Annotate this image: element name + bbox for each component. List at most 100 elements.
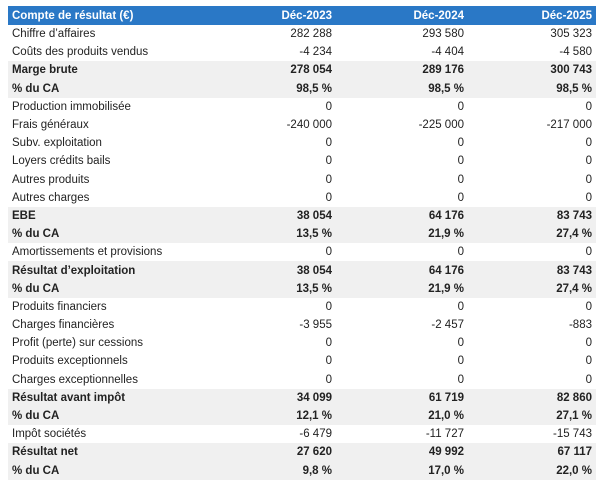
value-cell: 21,9 % [336,279,468,298]
value-cell: 0 [325,355,332,368]
table-row: Résultat avant impôt 34 099 61 719 82 860 [8,388,596,407]
header-cell: Déc-2024 [413,9,464,22]
row-label: Frais généraux [12,119,89,132]
row-label: Subv. exploitation [12,137,102,150]
value-cell: 0 [585,337,592,350]
table-row: Charges financières -3 955 -2 457 -883 [8,316,596,334]
value-cell: 83 743 [468,261,596,280]
row-label: Profit (perte) sur cessions [12,337,144,350]
table-row: Produits financiers 0 0 0 [8,298,596,316]
income-statement: Compte de résultat (€) Déc-2023 Déc-2024 Dé… [8,6,596,480]
table-row: EBE 38 054 64 176 83 743 [8,206,596,226]
value-cell: 0 [457,246,464,259]
value-cell: 12,1 % [208,406,336,426]
value-cell: 0 [457,337,464,350]
row-label: Marge brute [8,61,208,80]
value-cell: -883 [568,319,592,332]
value-cell: 27,1 % [468,406,596,426]
table-row: Subv. exploitation 0 0 0 [8,134,596,152]
value-cell: 0 [457,373,464,386]
row-label: % du CA [8,461,208,480]
value-cell: 27,4 % [468,225,596,244]
value-cell: 22,0 % [468,461,596,480]
table-row: % du CA 13,5 % 21,9 % 27,4 % [8,279,596,298]
row-label: Résultat net [8,443,208,462]
row-label: % du CA [8,79,208,98]
table-row: Frais généraux -240 000 -225 000 -217 000 [8,116,596,134]
value-cell: 0 [457,300,464,313]
value-cell: 9,8 % [208,461,336,480]
value-cell: 282 288 [290,28,332,41]
row-label: Résultat avant impôt [8,388,208,407]
value-cell: 0 [325,100,332,113]
row-label: Loyers crédits bails [12,155,111,168]
row-label: Produits financiers [12,300,107,313]
value-cell: 21,0 % [336,406,468,426]
value-cell: -4 580 [559,46,592,59]
row-label: Production immobilisée [12,100,131,113]
row-label: Charges exceptionnelles [12,373,138,386]
row-label: Résultat d’exploitation [8,261,208,280]
value-cell: -2 457 [431,319,464,332]
value-cell: 98,5 % [468,79,596,98]
value-cell: -217 000 [546,119,592,132]
value-cell: 13,5 % [208,279,336,298]
value-cell: -4 404 [431,46,464,59]
value-cell: 17,0 % [336,461,468,480]
table-row: Coûts des produits vendus -4 234 -4 404 -4 … [8,43,596,61]
table-row: Résultat d’exploitation 38 054 64 176 83 74… [8,261,596,280]
value-cell: 0 [325,191,332,204]
value-cell: 0 [585,373,592,386]
header-row: Compte de résultat (€) Déc-2023 Déc-2024 Dé… [8,6,596,25]
value-cell: 0 [325,337,332,350]
table-row: Charges exceptionnelles 0 0 0 [8,371,596,389]
table-row: Marge brute 278 054 289 176 300 743 [8,61,596,80]
value-cell: 64 176 [336,261,468,280]
value-cell: 0 [585,155,592,168]
value-cell: 49 992 [336,443,468,462]
value-cell: 278 054 [208,61,336,80]
value-cell: 0 [457,155,464,168]
row-label: Chiffre d’affaires [12,28,96,41]
table-row: Profit (perte) sur cessions 0 0 0 [8,334,596,352]
row-label: Autres produits [12,173,90,186]
value-cell: 83 743 [468,206,596,226]
value-cell: 27,4 % [468,279,596,298]
value-cell: 300 743 [468,61,596,80]
table-row: Autres charges 0 0 0 [8,189,596,207]
table-row: Production immobilisée 0 0 0 [8,98,596,116]
value-cell: 0 [325,300,332,313]
value-cell: 0 [585,137,592,150]
table-row: % du CA 9,8 % 17,0 % 22,0 % [8,461,596,480]
value-cell: 0 [585,173,592,186]
value-cell: 0 [457,191,464,204]
table-row: % du CA 12,1 % 21,0 % 27,1 % [8,406,596,426]
header-cell: Déc-2025 [541,9,592,22]
row-label: Amortissements et provisions [12,246,163,259]
table-row: Amortissements et provisions 0 0 0 [8,243,596,261]
value-cell: 305 323 [550,28,592,41]
value-cell: 0 [325,155,332,168]
value-cell: -6 479 [299,428,332,441]
value-cell: 21,9 % [336,225,468,244]
row-label: % du CA [8,225,208,244]
value-cell: -4 234 [299,46,332,59]
table-row: Loyers crédits bails 0 0 0 [8,152,596,170]
value-cell: 0 [325,173,332,186]
value-cell: 38 054 [208,206,336,226]
table: Compte de résultat (€) Déc-2023 Déc-2024 Dé… [8,6,596,480]
table-row: Résultat net 27 620 49 992 67 117 [8,443,596,462]
table-row: % du CA 13,5 % 21,9 % 27,4 % [8,225,596,244]
value-cell: -15 743 [552,428,592,441]
value-cell: 0 [325,137,332,150]
table-body: Chiffre d’affaires 282 288 293 580 305 323 C… [8,25,596,480]
value-cell: 0 [325,373,332,386]
table-header: Compte de résultat (€) Déc-2023 Déc-2024 Dé… [8,6,596,25]
value-cell: 0 [457,137,464,150]
value-cell: 0 [325,246,332,259]
value-cell: 0 [457,355,464,368]
value-cell: 98,5 % [336,79,468,98]
value-cell: -225 000 [418,119,464,132]
value-cell: -240 000 [286,119,332,132]
value-cell: 38 054 [208,261,336,280]
